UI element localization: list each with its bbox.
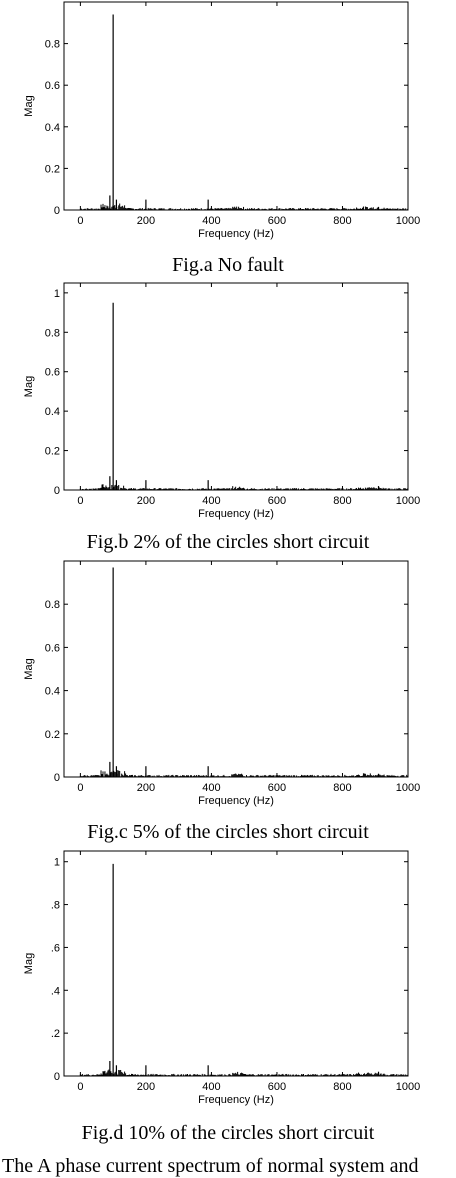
x-tick-label: 200 bbox=[137, 215, 155, 227]
x-axis-label: Frequency (Hz) bbox=[198, 228, 274, 240]
x-tick-label: 800 bbox=[333, 1081, 351, 1093]
x-tick-label: 1000 bbox=[396, 1081, 420, 1093]
y-tick-label: 0 bbox=[54, 205, 60, 217]
y-axis-label: Mag bbox=[23, 376, 35, 397]
plot-frame bbox=[63, 1, 409, 211]
x-tick-label: 800 bbox=[333, 215, 351, 227]
y-tick-label: 0.6 bbox=[45, 367, 60, 379]
x-tick-label: 400 bbox=[202, 495, 220, 507]
x-tick-label: 400 bbox=[202, 215, 220, 227]
y-tick-label: 0 bbox=[54, 485, 60, 497]
y-tick-label: 0.2 bbox=[45, 446, 60, 458]
x-tick-label: 600 bbox=[268, 215, 286, 227]
x-tick-label: 0 bbox=[77, 1081, 83, 1093]
y-tick-label: .2 bbox=[51, 1028, 60, 1040]
y-tick-label: 0 bbox=[54, 1071, 60, 1083]
footer-caption: The A phase current spectrum of normal s… bbox=[2, 1155, 419, 1177]
spectrum-bars bbox=[79, 863, 409, 1076]
x-tick-label: 800 bbox=[333, 495, 351, 507]
chart-2: 0 0.2 0.4 0.6 0.8 1 0 200 400 600 800 1000 Frequency… bbox=[23, 282, 420, 553]
spectrum-bars bbox=[79, 302, 409, 490]
chart-1: 0 0.2 0.4 0.6 0.8 0 200 400 600 800 1000 Frequency … bbox=[23, 1, 420, 276]
y-axis-label: Mag bbox=[23, 953, 35, 974]
y-tick-label: 0.8 bbox=[45, 327, 60, 339]
y-tick-label: 0.2 bbox=[45, 729, 60, 741]
x-tick-label: 0 bbox=[77, 782, 83, 794]
x-axis-label: Frequency (Hz) bbox=[198, 795, 274, 807]
y-tick-label: 1 bbox=[54, 857, 60, 869]
y-tick-label: 0 bbox=[54, 772, 60, 784]
x-tick-label: 1000 bbox=[396, 215, 420, 227]
y-tick-label: 0.2 bbox=[45, 163, 60, 175]
figure-caption: Fig.b 2% of the circles short circuit bbox=[87, 531, 370, 553]
x-axis-label: Frequency (Hz) bbox=[198, 508, 274, 520]
x-tick-label: 1000 bbox=[396, 782, 420, 794]
plot-frame bbox=[63, 850, 409, 1077]
plot-frame bbox=[63, 282, 409, 491]
chart-4: 0 .2 .4 .6 .8 1 0 200 400 600 800 1000 Frequency (Hz… bbox=[23, 850, 420, 1144]
spectrum-bars bbox=[79, 14, 409, 210]
x-tick-label: 0 bbox=[77, 495, 83, 507]
figure-caption: Fig.d 10% of the circles short circuit bbox=[82, 1122, 375, 1144]
y-tick-label: 0.4 bbox=[45, 122, 60, 134]
chart-3: 0 0.2 0.4 0.6 0.8 0 200 400 600 800 1000 Frequency … bbox=[23, 560, 420, 843]
x-tick-label: 0 bbox=[77, 215, 83, 227]
x-tick-label: 600 bbox=[268, 495, 286, 507]
x-tick-label: 600 bbox=[268, 1081, 286, 1093]
spectrum-bars bbox=[79, 567, 409, 777]
figure-caption: Fig.a No fault bbox=[172, 254, 284, 276]
x-tick-label: 200 bbox=[137, 782, 155, 794]
y-axis-label: Mag bbox=[23, 95, 35, 116]
x-axis-label: Frequency (Hz) bbox=[198, 1094, 274, 1106]
y-tick-label: 0.6 bbox=[45, 642, 60, 654]
y-tick-label: .8 bbox=[51, 900, 60, 912]
y-tick-label: .4 bbox=[51, 985, 60, 997]
x-tick-label: 200 bbox=[137, 1081, 155, 1093]
x-tick-label: 800 bbox=[333, 782, 351, 794]
y-tick-label: .6 bbox=[51, 942, 60, 954]
y-tick-label: 0.4 bbox=[45, 406, 60, 418]
y-tick-label: 0.8 bbox=[45, 39, 60, 51]
y-tick-label: 1 bbox=[54, 288, 60, 300]
x-tick-label: 600 bbox=[268, 782, 286, 794]
figure-caption: Fig.c 5% of the circles short circuit bbox=[87, 821, 369, 843]
y-tick-label: 0.4 bbox=[45, 686, 60, 698]
y-axis-label: Mag bbox=[23, 658, 35, 679]
plot-frame bbox=[63, 560, 409, 778]
x-tick-label: 1000 bbox=[396, 495, 420, 507]
x-tick-label: 200 bbox=[137, 495, 155, 507]
x-tick-label: 400 bbox=[202, 1081, 220, 1093]
y-tick-label: 0.6 bbox=[45, 80, 60, 92]
x-tick-label: 400 bbox=[202, 782, 220, 794]
y-tick-label: 0.8 bbox=[45, 599, 60, 611]
